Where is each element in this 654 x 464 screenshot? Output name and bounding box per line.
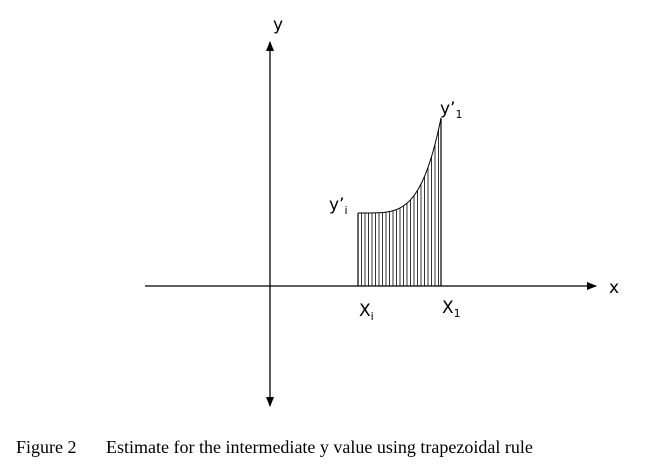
label-sub: 1: [455, 108, 462, 121]
caption-text: Estimate for the intermediate y value us…: [106, 437, 533, 457]
point-label: y’1: [440, 99, 462, 121]
label-base: X: [359, 301, 371, 321]
caption-number: Figure 2: [16, 437, 77, 457]
caption: Figure 2 Estimate for the intermediate y …: [16, 437, 533, 457]
label-base: X: [442, 298, 454, 318]
curve: [358, 117, 442, 214]
label-sub: i: [344, 204, 347, 217]
x-axis-label: x: [609, 278, 619, 298]
y-axis-label: y: [273, 15, 283, 35]
label-base: y’: [329, 195, 344, 215]
hatching: [361, 129, 439, 286]
point-label: X1: [442, 298, 461, 320]
label-sub: i: [371, 310, 374, 323]
label-base: y’: [440, 99, 455, 119]
point-label: y’i: [329, 195, 348, 217]
label-sub: 1: [454, 307, 461, 320]
point-label: Xi: [359, 301, 374, 323]
